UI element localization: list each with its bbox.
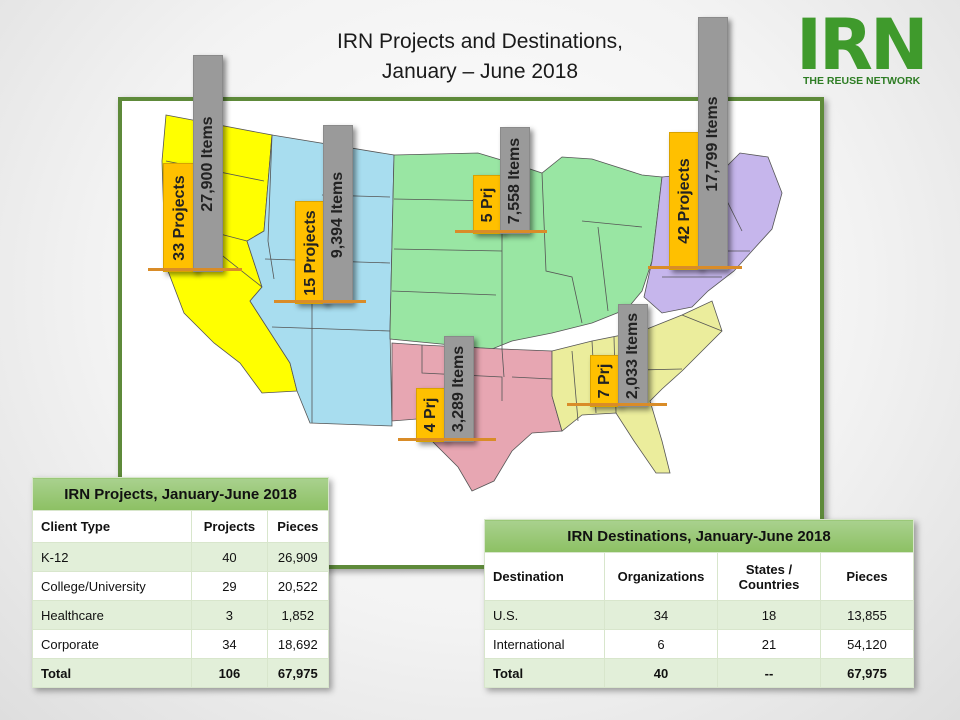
projects-table-box: IRN Projects, January-June 2018 Client T… <box>31 477 330 688</box>
projects-col-projects: Projects <box>191 510 268 543</box>
cell-pieces: 26,909 <box>266 542 330 572</box>
cell-projects: 40 <box>191 542 268 572</box>
cell-total-states: -- <box>717 658 821 688</box>
west-items-bar: 27,900 Items <box>193 55 223 272</box>
cell-total-organizations: 40 <box>604 658 718 688</box>
midwest-items-label: 7,558 Items <box>506 137 523 224</box>
cell-client-type: Healthcare <box>31 600 193 630</box>
cell-client-type: K-12 <box>31 542 193 572</box>
southeast-projects-label: 7 Prj <box>596 363 613 399</box>
page-title: IRN Projects and Destinations, January –… <box>270 27 690 87</box>
destinations-col-states: States / Countries <box>717 552 821 601</box>
destinations-table-title: IRN Destinations, January-June 2018 <box>484 519 914 553</box>
cell-total-pieces: 67,975 <box>266 658 330 688</box>
southeast-projects-bar: 7 Prj <box>590 355 620 407</box>
destinations-table-box: IRN Destinations, January-June 2018 Dest… <box>484 519 914 688</box>
cell-organizations: 6 <box>604 629 718 659</box>
west-items-label: 27,900 Items <box>199 115 216 212</box>
destinations-col-destination: Destination <box>484 552 605 601</box>
northeast-items-label: 17,799 Items <box>704 95 721 192</box>
table-total-row: Total 106 67,975 <box>31 658 330 688</box>
northeast-projects-bar: 42 Projects <box>669 132 701 270</box>
midwest-underline <box>455 230 547 233</box>
table-total-row: Total 40 -- 67,975 <box>484 658 914 688</box>
northeast-underline <box>648 266 742 269</box>
projects-col-pieces: Pieces <box>266 510 330 543</box>
northeast-projects-label: 42 Projects <box>676 158 693 244</box>
cell-projects: 29 <box>191 571 268 601</box>
midwest-items-bar: 7,558 Items <box>500 127 530 234</box>
cell-pieces: 1,852 <box>266 600 330 630</box>
south-central-items-bar: 3,289 Items <box>444 336 474 442</box>
west-projects-bar: 33 Projects <box>163 163 197 272</box>
midwest-projects-bar: 5 Prj <box>473 175 503 234</box>
table-row: U.S. 34 18 13,855 <box>484 600 914 630</box>
cell-pieces: 54,120 <box>820 629 914 659</box>
cell-pieces: 20,522 <box>266 571 330 601</box>
cell-states: 21 <box>717 629 821 659</box>
destinations-col-organizations: Organizations <box>604 552 718 601</box>
west-projects-label: 33 Projects <box>171 174 188 261</box>
south-central-underline <box>398 438 496 441</box>
mountain-items-bar: 9,394 Items <box>323 125 353 304</box>
cell-destination: International <box>484 629 605 659</box>
cell-pieces: 13,855 <box>820 600 914 630</box>
cell-total-pieces: 67,975 <box>820 658 914 688</box>
destinations-col-pieces: Pieces <box>820 552 914 601</box>
table-row: K-12 40 26,909 <box>31 542 330 572</box>
cell-total-projects: 106 <box>191 658 268 688</box>
cell-projects: 3 <box>191 600 268 630</box>
cell-projects: 34 <box>191 629 268 659</box>
west-underline <box>148 268 242 271</box>
southeast-underline <box>567 403 667 406</box>
cell-client-type: College/University <box>31 571 193 601</box>
cell-states: 18 <box>717 600 821 630</box>
southeast-items-bar: 2,033 Items <box>618 304 648 407</box>
mountain-items-label: 9,394 Items <box>329 171 346 258</box>
irn-logo: IRN THE REUSE NETWORK <box>796 4 946 90</box>
mountain-underline <box>274 300 366 303</box>
table-row: Healthcare 3 1,852 <box>31 600 330 630</box>
mountain-projects-label: 15 Projects <box>302 209 319 296</box>
projects-table-title: IRN Projects, January-June 2018 <box>32 477 329 511</box>
projects-col-client-type: Client Type <box>31 510 193 543</box>
table-row: College/University 29 20,522 <box>31 571 330 601</box>
midwest-projects-label: 5 Prj <box>479 187 496 222</box>
title-line-1: IRN Projects and Destinations, <box>337 30 623 53</box>
cell-pieces: 18,692 <box>266 629 330 659</box>
cell-total-label: Total <box>484 658 605 688</box>
south-central-projects-bar: 4 Prj <box>416 388 446 442</box>
table-row: Corporate 34 18,692 <box>31 629 330 659</box>
projects-table: IRN Projects, January-June 2018 Client T… <box>31 477 330 688</box>
south-central-projects-label: 4 Prj <box>422 397 439 433</box>
logo-tagline: THE REUSE NETWORK <box>803 75 921 87</box>
cell-organizations: 34 <box>604 600 718 630</box>
cell-total-label: Total <box>31 658 193 688</box>
destinations-table: IRN Destinations, January-June 2018 Dest… <box>484 519 914 688</box>
title-line-2: January – June 2018 <box>381 60 579 83</box>
northeast-items-bar: 17,799 Items <box>698 17 728 270</box>
logo-wordmark: IRN <box>796 4 929 86</box>
south-central-items-label: 3,289 Items <box>450 345 467 433</box>
southeast-items-label: 2,033 Items <box>624 312 641 399</box>
cell-client-type: Corporate <box>31 629 193 659</box>
table-row: International 6 21 54,120 <box>484 629 914 659</box>
cell-destination: U.S. <box>484 600 605 630</box>
